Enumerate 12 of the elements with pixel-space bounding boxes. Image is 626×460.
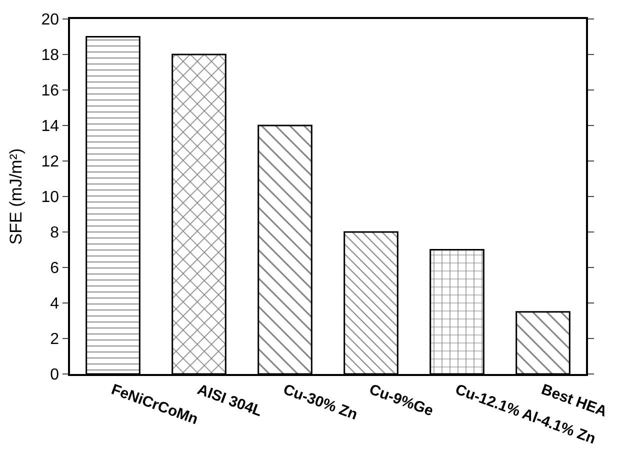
y-tick-label: 2: [50, 331, 60, 348]
y-tick-label: 20: [41, 12, 60, 29]
y-tick-label: 14: [41, 118, 60, 136]
y-tick-label: 8: [50, 224, 60, 242]
y-tick-label: 12: [41, 154, 60, 171]
y-axis-title: SFE (mJ/m²): [6, 148, 26, 245]
y-tick-label: 4: [50, 296, 60, 313]
y-tick-label: 16: [41, 82, 60, 100]
y-tick-label: 0: [50, 366, 60, 384]
y-tick-label: 10: [41, 189, 60, 206]
y-tick-label: 6: [50, 260, 60, 278]
y-tick-label: 18: [41, 47, 60, 64]
